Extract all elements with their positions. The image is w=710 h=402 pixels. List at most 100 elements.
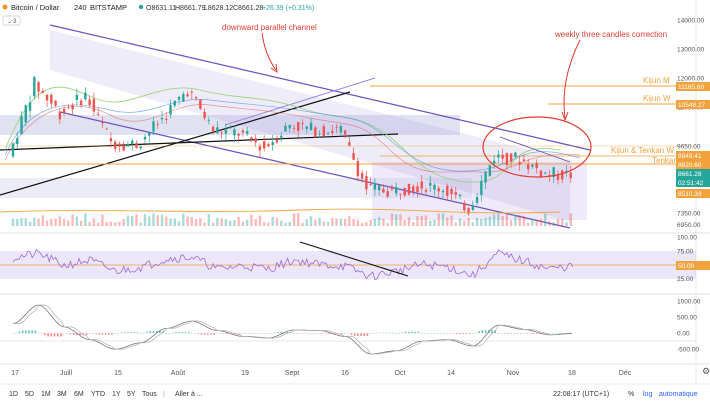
x-tick-label: 18 bbox=[568, 370, 576, 377]
osc-signal-line bbox=[13, 304, 572, 355]
last-price-badge bbox=[676, 169, 710, 178]
candle-body bbox=[433, 184, 436, 190]
osc-hist-bar bbox=[414, 331, 417, 334]
osc-hist-bar bbox=[79, 333, 81, 336]
candle-body bbox=[531, 164, 534, 167]
timeframe-button[interactable]: 5D bbox=[25, 391, 34, 398]
rsi-mid-value: 50.00 bbox=[678, 263, 695, 270]
volume-bar bbox=[561, 218, 564, 226]
channel-mid-line[interactable] bbox=[224, 77, 376, 126]
osc-tick-label: -500.00 bbox=[677, 347, 699, 354]
auto-toggle[interactable]: automatique bbox=[659, 391, 698, 398]
price-scale[interactable]: 14000.0013000.0012000.0011000.009650.009… bbox=[676, 0, 710, 384]
indicators-toggle[interactable] bbox=[2, 15, 21, 26]
osc-hist-bar bbox=[69, 333, 72, 335]
symbol-name[interactable]: Bitcoin / Dollar bbox=[11, 3, 60, 12]
volume-bar bbox=[373, 218, 377, 226]
candle-body bbox=[390, 186, 394, 190]
last-price-value: 8661.28 bbox=[678, 171, 702, 178]
oscillator-pane[interactable]: 1000.00 500.00 0.00 -500.00 bbox=[0, 293, 710, 355]
osc-hist-bar bbox=[24, 330, 27, 334]
osc-hist-bar bbox=[561, 332, 564, 334]
candle-body bbox=[348, 142, 351, 146]
volume-group bbox=[11, 213, 572, 226]
candle-body bbox=[50, 94, 53, 104]
kijun-line bbox=[4, 104, 581, 173]
osc-hist-bar bbox=[104, 333, 107, 335]
channel-upper-line[interactable] bbox=[49, 24, 591, 151]
candle-body bbox=[11, 143, 15, 157]
osc-hist-bar bbox=[516, 333, 519, 334]
correction-trendline[interactable] bbox=[499, 136, 571, 163]
osc-hist-bar bbox=[31, 330, 33, 334]
rsi-pane[interactable]: 100.00 75.00 25.00 50.00 bbox=[0, 232, 710, 283]
osc-hist-bar bbox=[376, 332, 378, 334]
osc-hist-bar bbox=[392, 332, 394, 334]
candle-body bbox=[514, 152, 517, 157]
rsi-trendline[interactable] bbox=[299, 241, 409, 277]
timeframe-button[interactable]: 3M bbox=[57, 391, 67, 398]
volume-bar bbox=[71, 214, 74, 226]
osc-hist-bar bbox=[500, 333, 503, 334]
timeframe-button[interactable]: 1D bbox=[9, 391, 18, 398]
volume-bar bbox=[216, 217, 219, 226]
price-pane[interactable]: downward parallel channel weekly three c… bbox=[0, 23, 696, 229]
x-tick-label: Sept bbox=[285, 370, 299, 377]
osc-hist-bar bbox=[449, 333, 452, 334]
x-tick-label: 17 bbox=[11, 370, 19, 377]
volume-bar bbox=[288, 222, 291, 226]
percent-toggle[interactable]: % bbox=[628, 391, 634, 398]
osc-hist-bar bbox=[318, 333, 321, 334]
osc-hist-bar bbox=[175, 332, 177, 334]
candle-body bbox=[156, 123, 159, 125]
osc-hist-bar bbox=[507, 333, 509, 334]
osc-hist-bar bbox=[222, 333, 225, 334]
timeframe-button[interactable]: 6M bbox=[74, 391, 84, 398]
time-axis[interactable]: 17 Juill 15 Août 19 Sept 16 Oct 14 Nov 18 Déc ⚙ bbox=[0, 363, 710, 377]
correction-ellipse[interactable] bbox=[482, 116, 592, 178]
osc-hist-bar bbox=[526, 333, 528, 334]
volume-bar bbox=[467, 218, 470, 226]
timeframe-button[interactable]: 5Y bbox=[127, 391, 136, 398]
candle-body bbox=[84, 92, 87, 100]
osc-hist-bar bbox=[187, 332, 190, 334]
osc-hist-bar bbox=[143, 332, 145, 334]
gear-icon[interactable]: ⚙ bbox=[702, 366, 710, 376]
volume-bar bbox=[109, 221, 113, 226]
channel-lower-line[interactable] bbox=[59, 111, 571, 229]
osc-hist-bar bbox=[385, 332, 388, 334]
volume-bar bbox=[484, 217, 487, 226]
resistance-trendline[interactable] bbox=[0, 133, 399, 151]
volume-bar bbox=[309, 216, 313, 226]
kijun-m-badge bbox=[676, 82, 710, 91]
candle-body bbox=[535, 162, 538, 169]
candle-body bbox=[203, 112, 206, 119]
tenkan-line bbox=[4, 98, 581, 172]
candle-body bbox=[450, 188, 453, 195]
candle-body bbox=[67, 106, 70, 108]
candle-body bbox=[165, 119, 168, 120]
candle-body bbox=[356, 161, 360, 177]
ohlc-low: L8628.12 bbox=[204, 5, 233, 12]
timeframe-button[interactable]: 1Y bbox=[112, 391, 121, 398]
volume-bar bbox=[543, 213, 547, 226]
timeframe-button[interactable]: 1M bbox=[41, 391, 51, 398]
volume-bar bbox=[420, 215, 423, 226]
volume-bar bbox=[424, 215, 428, 226]
kijun-m-value: 11185.60 bbox=[678, 84, 705, 91]
candle-body bbox=[194, 97, 198, 99]
osc-hist-bar bbox=[197, 333, 200, 335]
timeframe-button[interactable]: Tous bbox=[142, 391, 157, 398]
volume-bar bbox=[156, 215, 159, 226]
candle-body bbox=[475, 197, 479, 203]
interval[interactable]: 240 bbox=[74, 3, 87, 12]
volume-bar bbox=[160, 214, 164, 226]
timeframe-button[interactable]: YTD bbox=[91, 391, 105, 398]
log-toggle[interactable]: log bbox=[643, 391, 652, 398]
range-box-lower bbox=[0, 178, 472, 198]
osc-hist-bar bbox=[571, 332, 573, 334]
goto-button[interactable]: Aller à ... bbox=[175, 391, 203, 398]
candle-body bbox=[297, 122, 300, 132]
osc-hist-bar bbox=[398, 332, 401, 334]
